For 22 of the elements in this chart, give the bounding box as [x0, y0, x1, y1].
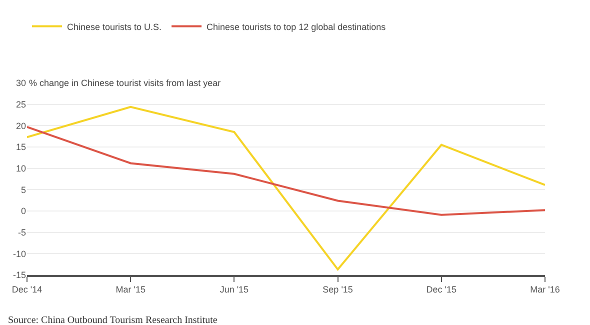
line-series — [27, 106, 545, 270]
y-tick-label: 25 — [16, 99, 26, 110]
y-tick-label: -15 — [12, 270, 26, 280]
y-tick-label: 30 — [16, 78, 26, 88]
y-tick-label: 0 — [20, 206, 26, 216]
source-note: Source: China Outbound Tourism Research Institute — [8, 315, 218, 325]
y-axis-title: % change in Chinese tourist visits from last year — [29, 78, 221, 88]
y-tick-label: -5 — [18, 227, 26, 238]
y-tick-label: 10 — [16, 163, 26, 174]
y-tick-label: 5 — [20, 184, 26, 195]
y-tick-label: -10 — [12, 248, 26, 259]
x-tick-label: Sep '15 — [322, 284, 353, 295]
x-tick-label: Dec '14 — [12, 284, 42, 295]
line-series — [27, 126, 545, 216]
legend-label: Chinese tourists to top 12 global destinations — [206, 22, 386, 32]
legend-label: Chinese tourists to U.S. — [67, 22, 162, 32]
x-tick-label: Mar '16 — [530, 284, 560, 295]
x-tick-label: Jun '15 — [220, 284, 249, 295]
y-tick-label: 20 — [16, 120, 26, 131]
x-tick-label: Dec '15 — [426, 284, 457, 295]
y-tick-label: 15 — [16, 142, 26, 152]
x-tick-label: Mar '15 — [116, 284, 146, 295]
